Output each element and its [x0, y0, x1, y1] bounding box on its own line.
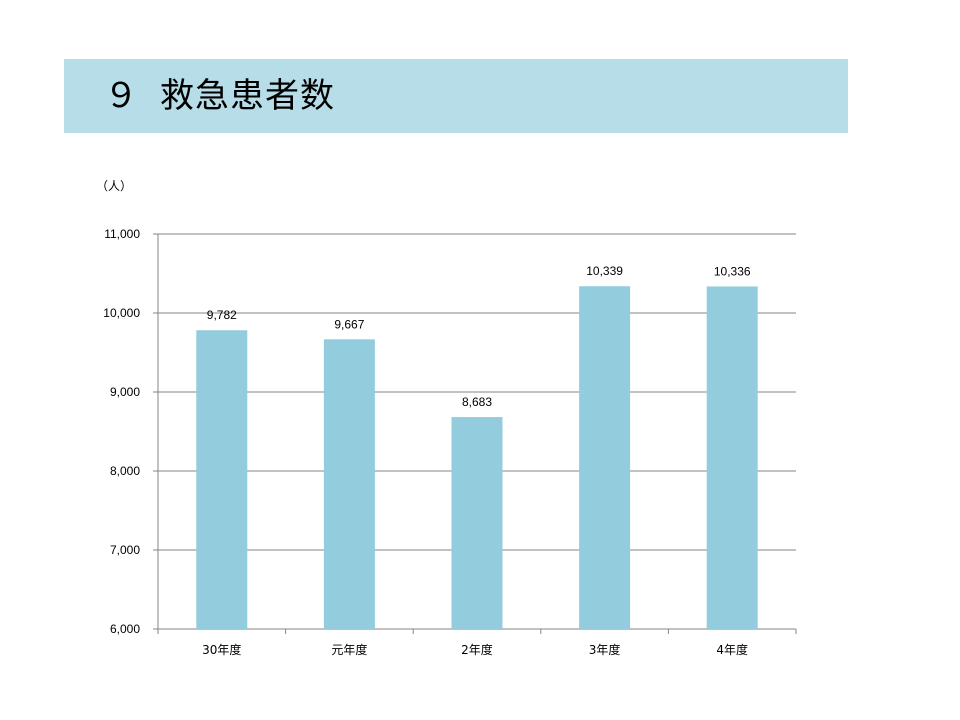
- bar: [706, 286, 758, 629]
- bar: [323, 339, 375, 629]
- y-tick-label: 10,000: [103, 306, 140, 320]
- y-tick-label: 9,000: [110, 385, 140, 399]
- y-axis-unit-label: （人）: [96, 179, 133, 193]
- y-tick-label: 11,000: [104, 227, 140, 241]
- x-category-label: 30年度: [202, 642, 241, 657]
- data-label: 9,782: [207, 308, 237, 322]
- axes: [153, 233, 797, 634]
- data-label: 10,339: [586, 264, 623, 278]
- title-band: ９ 救急患者数: [64, 59, 848, 133]
- bar: [196, 330, 248, 629]
- page-title: 救急患者数: [160, 76, 335, 116]
- data-label: 9,667: [334, 317, 364, 331]
- y-tick-label: 7,000: [110, 543, 140, 557]
- x-category-label: 元年度: [331, 642, 367, 657]
- y-tick-label: 6,000: [110, 622, 140, 636]
- y-tick-label: 8,000: [110, 464, 140, 478]
- data-label: 10,336: [714, 264, 751, 278]
- x-category-label: 4年度: [716, 642, 748, 657]
- labels: 6,000 7,000 8,000 9,000 10,000 11,000 9,782 30年…: [103, 227, 751, 657]
- x-category-label: 2年度: [461, 642, 493, 657]
- x-category-label: 3年度: [589, 642, 621, 657]
- data-label: 8,683: [462, 395, 492, 409]
- bars: [196, 286, 758, 629]
- bar: [579, 286, 631, 629]
- title-number: ９: [104, 76, 138, 116]
- bar: [451, 417, 503, 629]
